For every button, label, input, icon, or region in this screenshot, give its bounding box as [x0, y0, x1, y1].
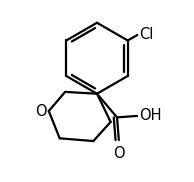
- Text: OH: OH: [139, 108, 161, 123]
- Text: O: O: [35, 104, 47, 118]
- Text: Cl: Cl: [139, 27, 154, 42]
- Text: O: O: [113, 146, 125, 161]
